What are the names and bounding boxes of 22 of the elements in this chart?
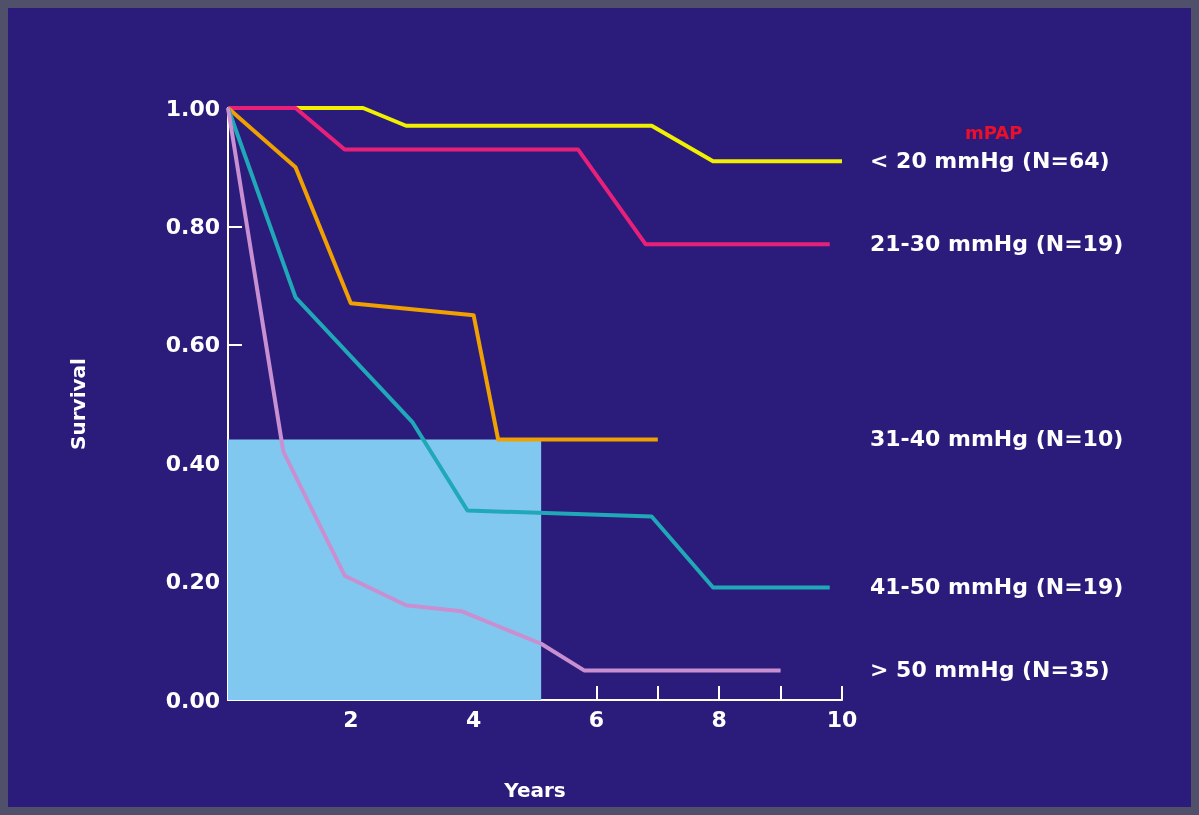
x-axis-title: Years	[503, 778, 566, 802]
series-label: < 20 mmHg (N=64)	[870, 147, 1110, 173]
text: > 50 mmHg (N=35)	[870, 656, 1110, 682]
y-tick-label: 0.80	[165, 213, 220, 239]
line-series	[226, 106, 660, 442]
series-label: 21-30 mmHg (N=19)	[870, 230, 1124, 256]
x-tick-label: 4	[465, 706, 482, 732]
y-tick-label: 0.60	[165, 332, 220, 358]
y-tick-label: 0.00	[165, 687, 220, 713]
line-series	[226, 106, 832, 590]
x-tick-label: 6	[588, 706, 605, 732]
series-label: 41-50 mmHg (N=19)	[870, 574, 1124, 600]
y-tick-label: 0.20	[165, 569, 220, 595]
x-tick-label: 2	[343, 706, 359, 732]
y-axis-title: Survival	[66, 358, 90, 450]
legend-title: mPAP	[965, 121, 1023, 143]
text: 31-40 mmHg (N=10)	[870, 426, 1124, 452]
y-tick-label: 1.00	[165, 95, 220, 121]
line-series	[226, 106, 783, 673]
x-tick-label: 8	[711, 706, 727, 732]
y-tick-label: 0.40	[165, 450, 220, 476]
x-tick-label: 10	[826, 706, 858, 732]
